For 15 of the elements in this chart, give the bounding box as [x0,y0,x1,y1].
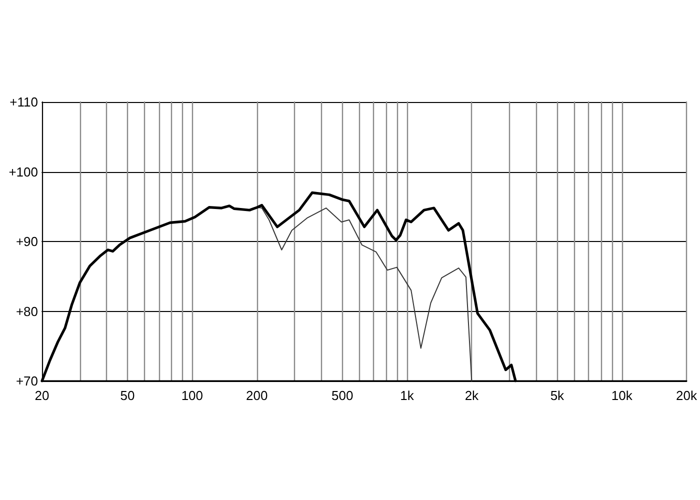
x-tick-label: 10k [611,388,633,403]
x-tick-label: 100 [181,388,204,403]
y-tick-label: +90 [16,234,38,249]
y-tick-label: +100 [8,164,38,180]
y-tick-label: +70 [16,374,38,388]
x-tick-label: 20k [676,388,698,403]
x-tick-label: 5k [550,388,565,403]
x-tick-label: 500 [331,388,354,403]
x-tick-label: 50 [120,388,135,403]
x-tick-label: 2k [464,388,480,403]
x-tick-label: 1k [400,388,414,403]
x-tick-label: 20 [34,388,50,403]
y-tick-label: +80 [16,304,38,319]
y-tick-label: +110 [10,94,38,110]
x-tick-label: 200 [246,388,268,403]
